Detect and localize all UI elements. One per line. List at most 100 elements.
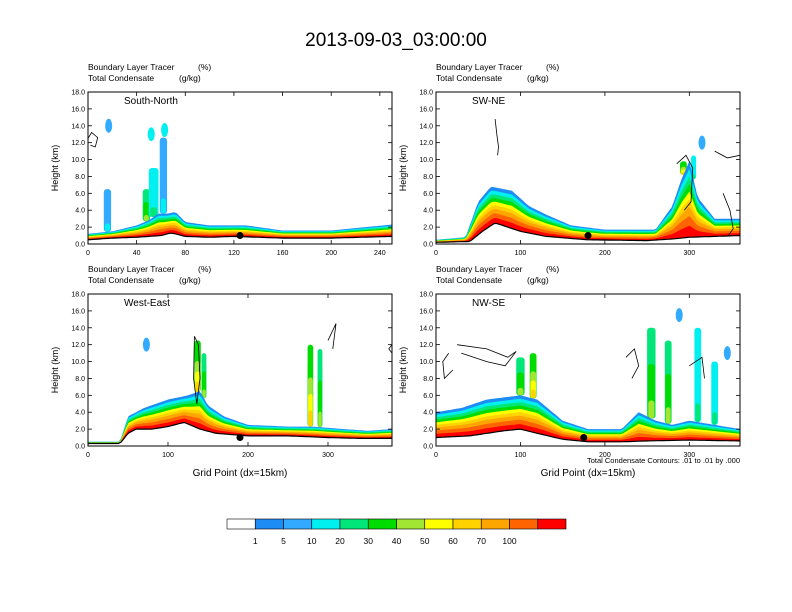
panels-group: South-North Boundary Layer Tracer (%) Total… [50,62,741,479]
header-left-1: Boundary Layer Tracer [88,264,175,274]
convective-plume [160,198,167,214]
y-tick-label: 14.0 [71,123,85,130]
y-tick-label: 16.0 [419,106,433,113]
x-tick-label: 200 [599,452,611,459]
y-tick-label: 6.0 [423,393,433,400]
y-tick-label: 10.0 [71,359,85,366]
y-tick-label: 10.0 [419,157,433,164]
isolated-cell [675,308,683,323]
plot-frame [435,293,741,447]
header-right-1: (%) [198,264,211,274]
convective-plume [530,389,536,399]
y-tick-label: 14.0 [419,123,433,130]
colorbar-label: 10 [307,536,317,546]
convective-plume [308,410,313,427]
x-tick-label: 0 [434,250,438,257]
y-tick-label: 18.0 [419,90,433,97]
colorbar-swatch [339,518,369,530]
y-tick-label: 4.0 [423,410,433,417]
colorbar-label: 30 [364,536,374,546]
convective-plume [318,411,322,428]
terrain-fill [88,422,392,446]
panel-1: South-North Boundary Layer Tracer (%) Total… [50,62,393,257]
y-tick-label: 8.0 [75,376,85,383]
y-tick-label: 18.0 [71,292,85,299]
x-tick-label: 240 [374,250,386,257]
header-right-2: (g/kg) [527,73,549,83]
condensate-contour [193,336,201,404]
isolated-cell [105,118,113,133]
panel-label: SW-NE [472,96,505,107]
colorbar-label: 40 [392,536,402,546]
header-right-2: (g/kg) [527,275,549,285]
convective-plume [695,403,701,423]
plot-area [88,294,392,446]
x-tick-label: 300 [322,452,334,459]
plot-frame [87,91,393,245]
colorbar-swatch [283,518,313,530]
convective-plume [665,407,671,424]
y-tick-label: 18.0 [71,90,85,97]
condensate-contour [388,344,392,354]
y-tick-label: 18.0 [419,292,433,299]
colorbar-swatch [537,518,567,530]
x-axis-label: Grid Point (dx=15km) [193,468,288,479]
y-axis-label: Height (km) [398,347,408,394]
x-tick-label: 0 [86,250,90,257]
colorbar-swatch [226,518,256,530]
colorbar-swatch [367,518,397,530]
header-right-2: (g/kg) [179,275,201,285]
condensate-contour [88,131,99,148]
y-tick-label: 0.0 [75,444,85,451]
location-marker [236,232,244,240]
y-tick-label: 2.0 [75,427,85,434]
y-tick-label: 16.0 [71,106,85,113]
isolated-cell [147,127,155,142]
y-tick-label: 14.0 [419,325,433,332]
x-tick-label: 200 [242,452,254,459]
y-tick-label: 2.0 [75,225,85,232]
contour-note: Total Condensate Contours: .01 to .01 by… [587,456,740,465]
y-tick-label: 10.0 [71,157,85,164]
terrain-line [436,222,740,243]
terrain-fill [436,429,740,446]
condensate-contour [457,344,517,367]
y-tick-label: 12.0 [419,342,433,349]
panel-2: SW-NE Boundary Layer Tracer (%) Total Conde… [398,62,741,257]
colorbar-swatch [452,518,482,530]
colorbar-label: 20 [335,536,345,546]
isolated-cell [142,337,150,352]
x-tick-label: 0 [86,452,90,459]
plot-frame [435,91,741,245]
y-tick-label: 6.0 [75,393,85,400]
y-axis-label: Height (km) [50,347,60,394]
panel-label: West-East [124,298,170,309]
colorbar-swatch [311,518,341,530]
header-left-2: Total Condensate [88,73,154,83]
y-tick-label: 4.0 [75,410,85,417]
y-tick-label: 14.0 [71,325,85,332]
header-right-1: (%) [546,264,559,274]
y-tick-label: 8.0 [75,174,85,181]
convective-plume [712,412,718,425]
x-axis-label: Grid Point (dx=15km) [541,468,636,479]
condensate-contour [689,356,705,379]
y-tick-label: 16.0 [71,308,85,315]
panel-label: South-North [124,96,178,107]
y-tick-label: 12.0 [419,140,433,147]
y-tick-label: 6.0 [423,191,433,198]
x-tick-label: 100 [162,452,174,459]
y-tick-label: 6.0 [75,191,85,198]
x-tick-label: 100 [515,250,527,257]
y-tick-label: 2.0 [423,225,433,232]
plot-area [436,294,740,446]
x-tick-label: 120 [228,250,240,257]
terrain-line [436,428,740,443]
isolated-cell [723,346,731,361]
convective-plume [648,400,655,419]
header-right-1: (%) [198,62,211,72]
figure-title: 2013-09-03_03:00:00 [305,30,487,51]
x-tick-label: 0 [434,452,438,459]
x-tick-label: 200 [599,250,611,257]
colorbar-label: 60 [448,536,458,546]
